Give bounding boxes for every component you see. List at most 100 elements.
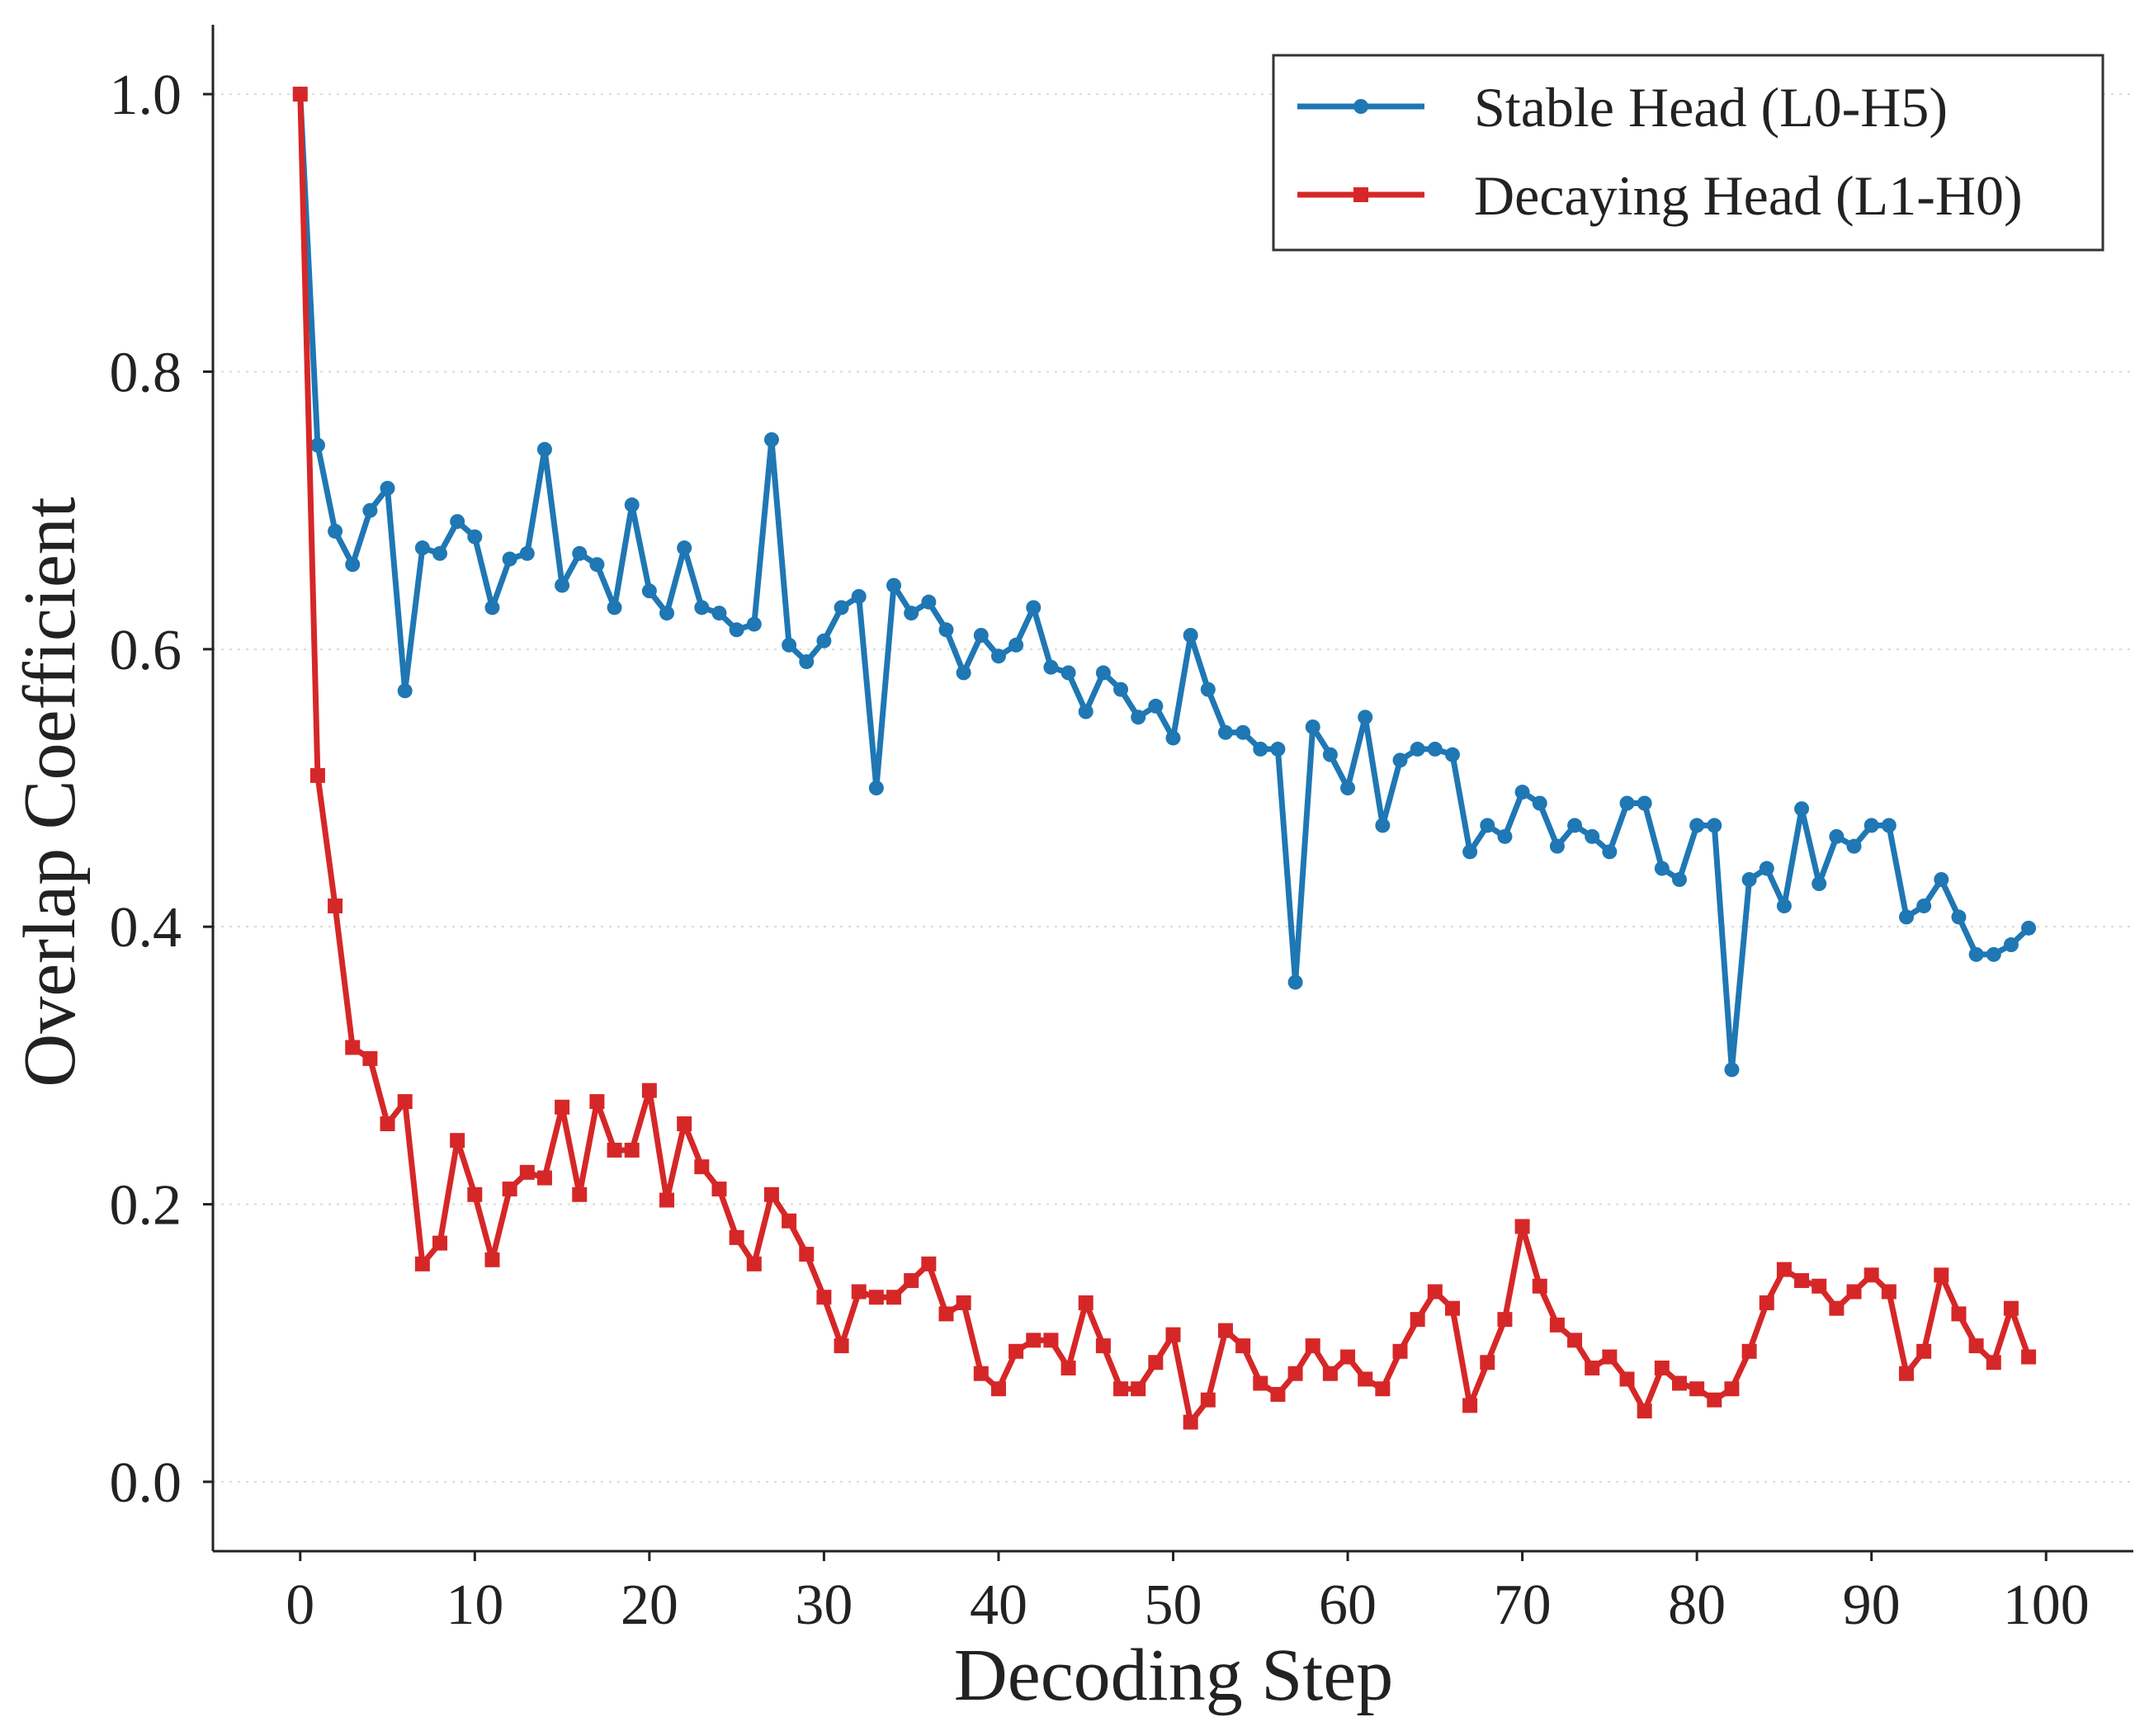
data-point bbox=[1410, 741, 1425, 757]
data-point bbox=[1497, 828, 1513, 844]
data-point bbox=[1322, 1366, 1338, 1381]
data-point bbox=[1637, 1403, 1652, 1419]
data-point bbox=[763, 1186, 779, 1202]
data-point bbox=[328, 898, 343, 913]
data-point bbox=[414, 540, 430, 556]
data-point bbox=[607, 1142, 622, 1158]
data-point bbox=[904, 606, 919, 621]
x-tick-label: 40 bbox=[970, 1573, 1027, 1637]
data-point bbox=[1532, 1278, 1547, 1294]
data-point bbox=[1148, 698, 1164, 714]
data-point bbox=[1881, 1284, 1897, 1300]
data-point bbox=[1060, 1361, 1076, 1375]
data-point bbox=[1863, 818, 1879, 833]
data-point bbox=[956, 665, 971, 681]
data-point bbox=[1427, 1284, 1443, 1300]
x-tick-label: 70 bbox=[1494, 1573, 1552, 1637]
data-point bbox=[834, 600, 849, 616]
data-point bbox=[1934, 1267, 1949, 1283]
data-point bbox=[711, 606, 727, 621]
data-point bbox=[1165, 1327, 1181, 1342]
data-point bbox=[572, 1186, 588, 1202]
data-point bbox=[641, 1083, 657, 1098]
data-point bbox=[362, 502, 378, 518]
data-point bbox=[816, 1290, 832, 1305]
data-point bbox=[711, 1182, 727, 1197]
data-point bbox=[1532, 795, 1547, 811]
data-point bbox=[502, 1182, 517, 1197]
data-point bbox=[555, 578, 570, 593]
data-point bbox=[467, 1186, 483, 1202]
tick-labels: 0.0 0.2 0.4 0.6 0.8 1.0 0 10 20 30 40 50 60 70 80 90 100 bbox=[110, 64, 2090, 1637]
data-point bbox=[1217, 724, 1233, 740]
data-point bbox=[2021, 920, 2037, 936]
data-point bbox=[432, 545, 448, 561]
data-point bbox=[1585, 828, 1600, 844]
x-tick-label: 30 bbox=[795, 1573, 853, 1637]
data-point bbox=[1375, 1381, 1391, 1397]
data-point bbox=[624, 1142, 640, 1158]
data-point bbox=[484, 600, 500, 616]
y-tick-label: 0.4 bbox=[110, 896, 182, 960]
series-line bbox=[297, 93, 2031, 1073]
y-tick-label: 0.0 bbox=[110, 1451, 182, 1515]
data-point bbox=[1951, 909, 1967, 925]
data-point bbox=[502, 551, 517, 567]
legend-item: Decaying Head (L1-H0) bbox=[1297, 164, 2023, 227]
data-point bbox=[519, 1164, 535, 1180]
data-point bbox=[921, 594, 937, 610]
data-point bbox=[1462, 844, 1478, 860]
data-point bbox=[799, 1247, 815, 1262]
data-point bbox=[589, 557, 605, 573]
data-point bbox=[1392, 1343, 1408, 1359]
data-point bbox=[1514, 1219, 1530, 1234]
data-point bbox=[1183, 1414, 1198, 1430]
legend-marker bbox=[1353, 99, 1368, 114]
data-point bbox=[1619, 795, 1635, 811]
data-point bbox=[397, 683, 413, 699]
data-point bbox=[1585, 1361, 1600, 1375]
data-point bbox=[1200, 1392, 1216, 1408]
data-point bbox=[1009, 1343, 1024, 1359]
data-point bbox=[519, 545, 535, 561]
data-point bbox=[1846, 1284, 1862, 1300]
data-point bbox=[450, 1133, 465, 1149]
data-point bbox=[397, 1094, 413, 1110]
data-point bbox=[1934, 872, 1949, 887]
data-point bbox=[799, 653, 815, 669]
data-point bbox=[904, 1273, 919, 1289]
data-point bbox=[1200, 682, 1216, 697]
x-tick-label: 100 bbox=[2003, 1573, 2090, 1637]
data-point bbox=[309, 437, 325, 453]
data-point bbox=[362, 1050, 378, 1066]
data-point bbox=[467, 529, 483, 545]
data-point bbox=[1305, 1338, 1320, 1354]
data-point bbox=[1549, 838, 1565, 854]
data-point bbox=[1881, 818, 1897, 833]
data-point bbox=[1794, 801, 1810, 817]
data-point bbox=[1654, 1361, 1670, 1375]
data-point bbox=[380, 480, 395, 496]
y-tick-label: 0.8 bbox=[110, 341, 182, 404]
data-point bbox=[729, 1229, 744, 1245]
x-tick-label: 20 bbox=[621, 1573, 678, 1637]
data-point bbox=[1689, 818, 1705, 833]
data-point bbox=[1113, 682, 1129, 697]
data-point bbox=[1043, 659, 1059, 675]
data-point bbox=[1898, 909, 1914, 925]
x-tick-label: 50 bbox=[1145, 1573, 1202, 1637]
data-point bbox=[414, 1256, 430, 1271]
data-point bbox=[973, 628, 989, 643]
data-point bbox=[1253, 1375, 1268, 1391]
data-point bbox=[1480, 1355, 1495, 1370]
data-point bbox=[1270, 741, 1286, 757]
data-point bbox=[956, 1295, 971, 1310]
data-point bbox=[782, 1213, 797, 1229]
data-point bbox=[1078, 704, 1094, 719]
x-axis-title: Decoding Step bbox=[954, 1635, 1393, 1716]
data-point bbox=[1812, 1278, 1827, 1294]
data-point bbox=[1444, 1300, 1460, 1316]
data-point bbox=[1078, 1295, 1094, 1310]
